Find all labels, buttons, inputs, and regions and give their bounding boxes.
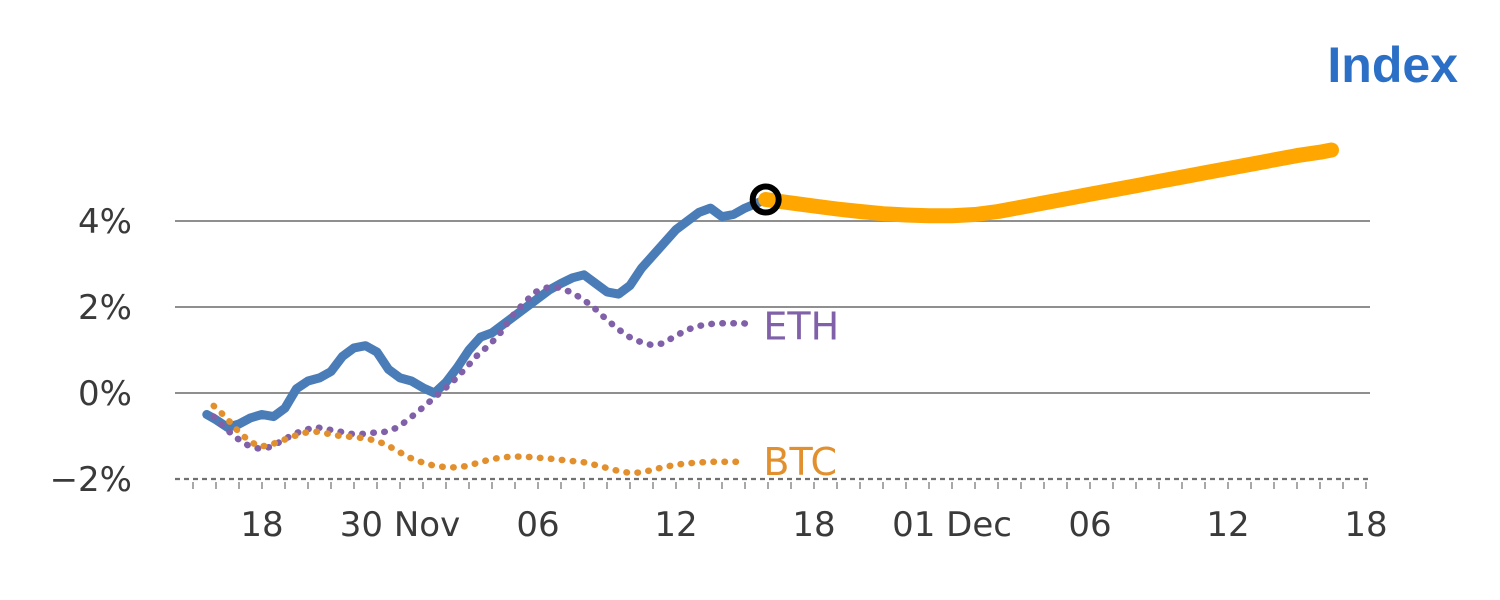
x-tick-label: 18 <box>240 505 283 545</box>
x-axis-labels: 18 30 Nov 06 12 18 01 Dec 06 12 18 <box>240 505 1387 545</box>
x-tick-label: 01 Dec <box>892 505 1012 545</box>
y-axis-labels: 4% 2% 0% −2% <box>50 202 132 500</box>
y-tick-label: 4% <box>78 202 132 242</box>
y-tick-label: 2% <box>78 288 132 328</box>
y-tick-label: −2% <box>50 460 132 500</box>
y-tick-label: 0% <box>78 374 132 414</box>
forecast-start-marker-circle <box>749 183 782 216</box>
series-line-btc <box>210 402 746 476</box>
x-tick-label: 06 <box>1068 505 1111 545</box>
x-tick-label: 12 <box>1206 505 1249 545</box>
series-line-eth <box>210 284 758 453</box>
series-line-index-history <box>202 195 771 432</box>
series-label-btc: BTC <box>763 440 837 484</box>
x-tick-label: 18 <box>792 505 835 545</box>
gridlines <box>175 220 1370 481</box>
x-tick-label: 18 <box>1344 505 1387 545</box>
series-lines <box>202 142 1339 476</box>
forecast-start-marker <box>749 183 782 216</box>
chart-title: Index <box>1327 37 1458 93</box>
series-labels: ETH BTC <box>763 304 839 483</box>
x-tick-label: 30 Nov <box>340 505 460 545</box>
series-label-eth: ETH <box>763 304 839 348</box>
x-tick-label: 06 <box>516 505 559 545</box>
x-axis-minor-ticks <box>192 482 1367 489</box>
series-line-index-forecast <box>758 142 1339 224</box>
x-tick-label: 12 <box>654 505 697 545</box>
